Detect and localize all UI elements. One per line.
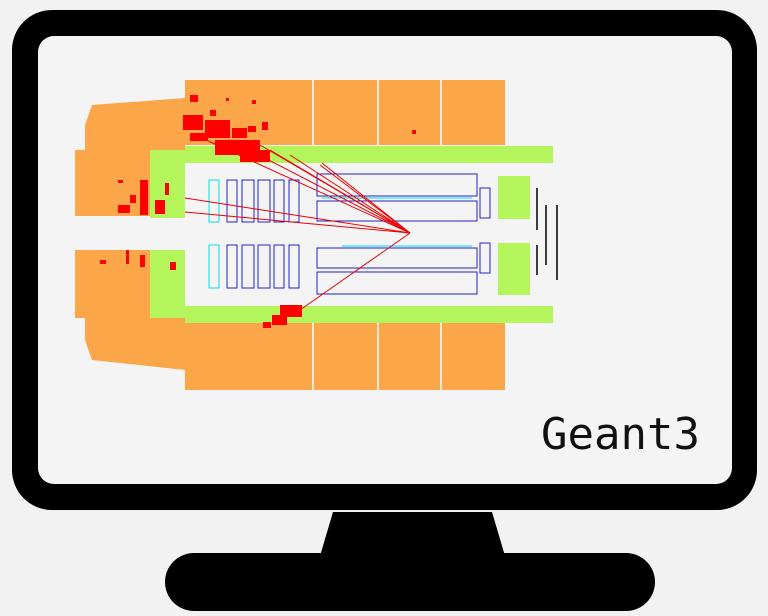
orange-block bbox=[75, 250, 150, 318]
orange-block bbox=[75, 150, 150, 216]
green-band bbox=[185, 306, 553, 323]
green-block bbox=[150, 250, 185, 318]
green-block bbox=[498, 176, 530, 219]
green-block bbox=[498, 243, 530, 295]
green-band bbox=[185, 146, 553, 163]
label: Geant3 bbox=[541, 409, 700, 460]
orange-block bbox=[85, 318, 185, 370]
stand-base bbox=[165, 553, 655, 611]
detector bbox=[75, 80, 558, 390]
stand-neck bbox=[320, 512, 505, 556]
orange-block bbox=[185, 323, 505, 390]
orange-block bbox=[85, 98, 185, 150]
